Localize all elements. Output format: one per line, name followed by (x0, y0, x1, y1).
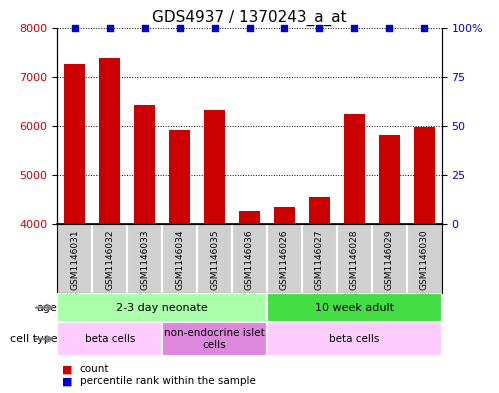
Text: ■: ■ (62, 376, 73, 386)
Text: 2-3 day neonate: 2-3 day neonate (116, 303, 208, 312)
Title: GDS4937 / 1370243_a_at: GDS4937 / 1370243_a_at (152, 10, 347, 26)
Bar (414, 127, 435, 224)
Bar (344, 114, 365, 224)
Point (315, 24, 323, 31)
Point (420, 24, 428, 31)
Text: beta cells: beta cells (85, 334, 135, 344)
Text: ■: ■ (62, 364, 73, 375)
Text: GSM1146028: GSM1146028 (350, 230, 359, 290)
Bar (64, 64, 85, 224)
Text: GSM1146027: GSM1146027 (315, 230, 324, 290)
Text: beta cells: beta cells (329, 334, 379, 344)
Bar (169, 130, 190, 224)
Text: GSM1146031: GSM1146031 (70, 230, 79, 290)
Point (106, 24, 114, 31)
Point (141, 24, 149, 31)
Point (280, 24, 288, 31)
Point (71, 24, 79, 31)
Text: GSM1146032: GSM1146032 (105, 230, 114, 290)
Text: GSM1146036: GSM1146036 (245, 230, 254, 290)
Text: cell type: cell type (10, 334, 57, 344)
Text: count: count (80, 364, 109, 375)
Text: GSM1146029: GSM1146029 (385, 230, 394, 290)
Text: GSM1146035: GSM1146035 (210, 230, 219, 290)
Bar (99, 58, 120, 224)
Point (350, 24, 358, 31)
Bar (274, 208, 295, 224)
Text: GSM1146026: GSM1146026 (280, 230, 289, 290)
Point (211, 24, 219, 31)
Bar (57, 322, 162, 356)
Text: 10 week adult: 10 week adult (315, 303, 394, 312)
Bar (162, 322, 267, 356)
Bar (379, 135, 400, 224)
Bar (134, 105, 155, 224)
Point (385, 24, 393, 31)
Bar (239, 211, 260, 224)
Text: non-endocrine islet
cells: non-endocrine islet cells (164, 328, 265, 350)
Text: GSM1146033: GSM1146033 (140, 230, 149, 290)
Text: GSM1146034: GSM1146034 (175, 230, 184, 290)
Point (246, 24, 253, 31)
Text: GSM1146030: GSM1146030 (420, 230, 429, 290)
Text: percentile rank within the sample: percentile rank within the sample (80, 376, 255, 386)
Point (176, 24, 184, 31)
Text: age: age (36, 303, 57, 312)
Bar (309, 197, 330, 224)
Bar (204, 110, 225, 224)
Bar (267, 293, 442, 322)
Bar (57, 293, 267, 322)
Bar (267, 322, 442, 356)
